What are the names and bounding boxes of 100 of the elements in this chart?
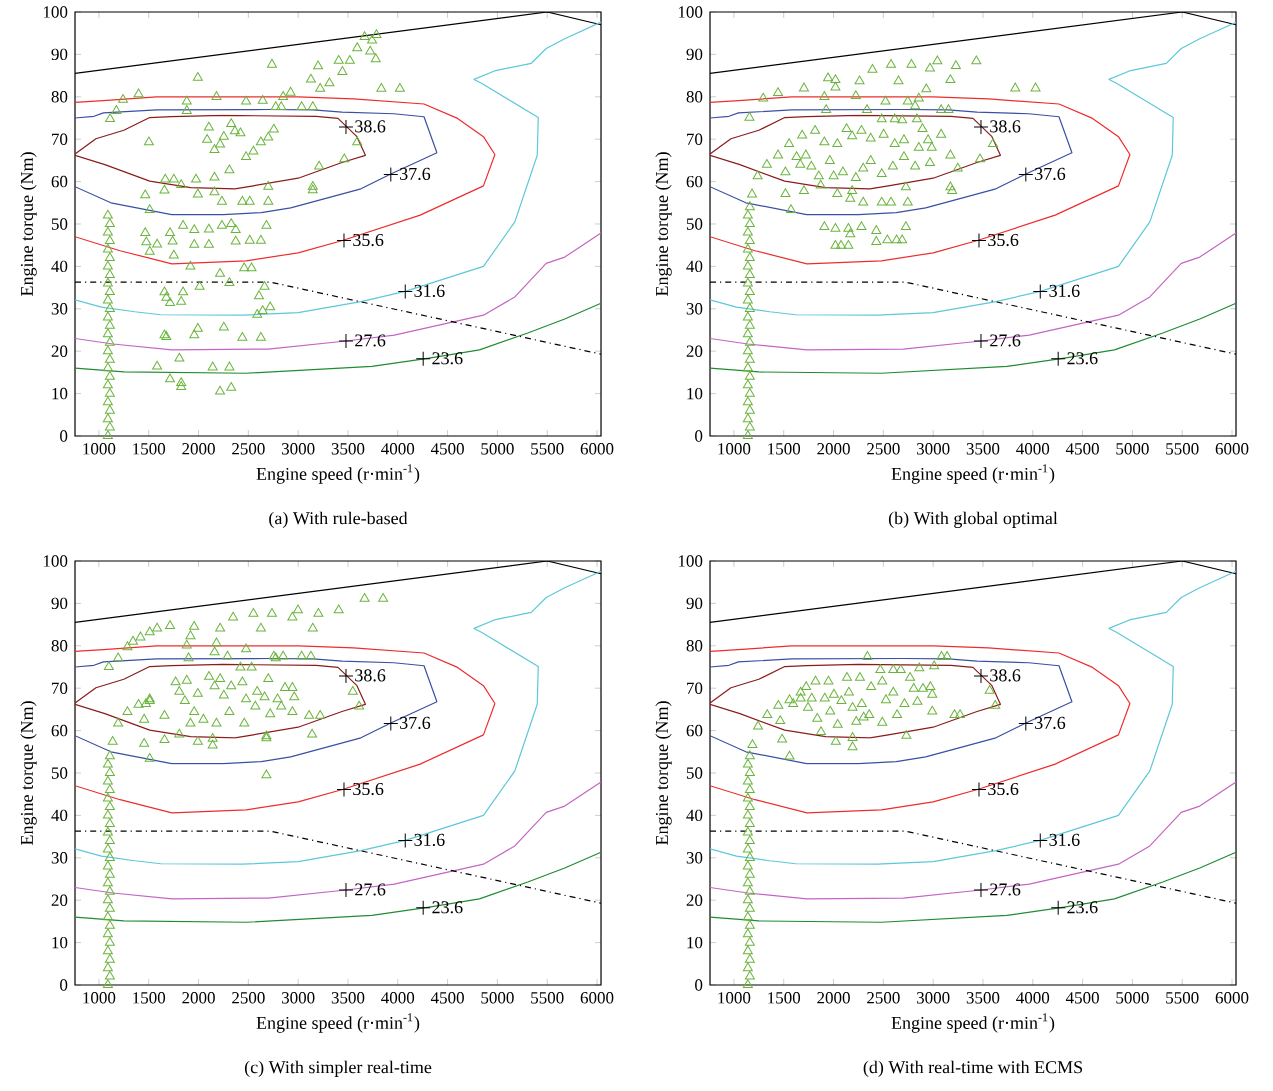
- y-tick-label: 80: [51, 91, 68, 103]
- x-tick-label: 6000: [580, 443, 614, 455]
- y-tick-label: 40: [686, 809, 703, 822]
- x-tick-label: 3000: [916, 443, 950, 455]
- x-tick-label: 5000: [481, 443, 514, 455]
- x-tick-label: 6000: [1215, 992, 1249, 1004]
- annotation: 35.6: [353, 782, 384, 796]
- annotation: 38.6: [355, 669, 386, 682]
- text: (b) With global optimal: [888, 511, 1058, 528]
- line-series: [75, 645, 496, 814]
- y-tick-label: 90: [686, 597, 703, 610]
- line-series: [75, 232, 602, 351]
- line-series: [75, 570, 602, 865]
- y-tick-label: 10: [687, 936, 703, 949]
- y-tick-label: 30: [686, 852, 703, 864]
- y-tick-label: 80: [686, 91, 703, 103]
- x-tick-label: 6000: [1215, 443, 1249, 455]
- line-series: [710, 302, 1237, 374]
- y-tick-label: 40: [51, 260, 68, 273]
- line-series: [75, 108, 438, 216]
- y-tick-label: 60: [51, 175, 68, 188]
- x-axis-title: Engine speed (r·min$^{-1}$): [891, 464, 1055, 484]
- y-axis-title: Engine torque (Nm): [20, 701, 37, 845]
- x-tick-label: 5000: [1116, 992, 1149, 1004]
- y-tick-label: 100: [43, 6, 68, 18]
- x-tick-label: 4000: [381, 443, 415, 455]
- annotation: 38.6: [990, 669, 1021, 682]
- line-series: [710, 108, 1073, 216]
- y-tick-label: 100: [678, 6, 703, 18]
- y-tick-label: 50: [686, 218, 703, 230]
- annotation: 37.6: [1035, 716, 1066, 729]
- y-tick-label: 100: [43, 555, 68, 567]
- annotation: 27.6: [355, 334, 386, 347]
- x-tick-label: 4000: [381, 992, 415, 1004]
- line-series: [75, 781, 602, 900]
- annotation: 27.6: [355, 883, 386, 896]
- annotation: 27.6: [990, 883, 1021, 896]
- y-tick-label: 70: [52, 682, 68, 694]
- x-tick-label: 1500: [133, 443, 166, 455]
- y-tick-label: 10: [687, 387, 703, 400]
- y-tick-label: 30: [51, 303, 68, 315]
- y-tick-label: 30: [51, 852, 68, 864]
- x-tick-label: 1000: [718, 443, 751, 455]
- x-tick-label: 4500: [1065, 443, 1099, 455]
- y-axis-title: Engine torque (Nm): [655, 701, 672, 845]
- x-axis-title: Engine speed (r·min$^{-1}$): [256, 464, 420, 484]
- x-tick-label: 5500: [531, 443, 564, 455]
- line-series: [710, 96, 1131, 265]
- annotation: 37.6: [1035, 167, 1066, 180]
- text: (c) With simpler real-time: [244, 1060, 432, 1077]
- annotation: 31.6: [1049, 284, 1080, 298]
- line-series: [710, 781, 1237, 900]
- y-tick-label: 80: [51, 640, 68, 652]
- y-tick-label: 70: [687, 133, 703, 145]
- x-tick-label: 2500: [867, 992, 900, 1004]
- x-tick-label: 3500: [331, 992, 365, 1004]
- y-tick-label: 60: [686, 175, 703, 188]
- y-tick-label: 0: [60, 979, 68, 991]
- x-tick-label: 2500: [232, 443, 265, 455]
- x-tick-label: 4500: [430, 992, 464, 1004]
- y-tick-label: 10: [52, 936, 68, 949]
- x-tick-label: 3500: [966, 443, 1000, 455]
- y-tick-label: 20: [51, 894, 68, 906]
- y-tick-label: 70: [52, 133, 68, 145]
- y-tick-label: 10: [52, 387, 68, 400]
- x-tick-label: 2000: [182, 443, 215, 455]
- y-tick-label: 80: [686, 640, 703, 652]
- x-tick-label: 3500: [331, 443, 365, 455]
- annotation: 23.6: [432, 901, 463, 914]
- x-tick-label: 2000: [817, 443, 850, 455]
- annotation: 31.6: [414, 833, 445, 847]
- y-tick-label: 60: [686, 724, 703, 737]
- x-tick-label: 1000: [718, 992, 751, 1004]
- x-tick-label: 5500: [1166, 443, 1199, 455]
- line-series: [75, 21, 602, 316]
- line-series: [710, 645, 1131, 814]
- x-tick-label: 4000: [1016, 992, 1050, 1004]
- x-tick-label: 4000: [1016, 443, 1050, 455]
- x-tick-label: 5500: [1166, 992, 1199, 1004]
- annotation: 37.6: [400, 716, 431, 729]
- y-tick-label: 20: [686, 345, 703, 357]
- x-tick-label: 2000: [817, 992, 850, 1004]
- line-series: [75, 96, 496, 265]
- y-tick-label: 20: [51, 345, 68, 357]
- x-tick-label: 1500: [133, 992, 166, 1004]
- x-tick-label: 2500: [232, 992, 265, 1004]
- y-tick-label: 70: [687, 682, 703, 694]
- y-tick-label: 50: [686, 767, 703, 779]
- annotation: 23.6: [1067, 352, 1098, 365]
- annotation: 35.6: [353, 233, 384, 247]
- y-tick-label: 90: [686, 48, 703, 61]
- y-tick-label: 100: [678, 555, 703, 567]
- x-tick-label: 5000: [481, 992, 514, 1004]
- annotation: 23.6: [432, 352, 463, 365]
- text: (a) With rule-based: [269, 511, 408, 528]
- x-tick-label: 3000: [281, 992, 315, 1004]
- y-tick-label: 0: [695, 430, 703, 442]
- annotation: 31.6: [1049, 833, 1080, 847]
- y-tick-label: 50: [51, 767, 68, 779]
- x-tick-label: 4500: [1065, 992, 1099, 1004]
